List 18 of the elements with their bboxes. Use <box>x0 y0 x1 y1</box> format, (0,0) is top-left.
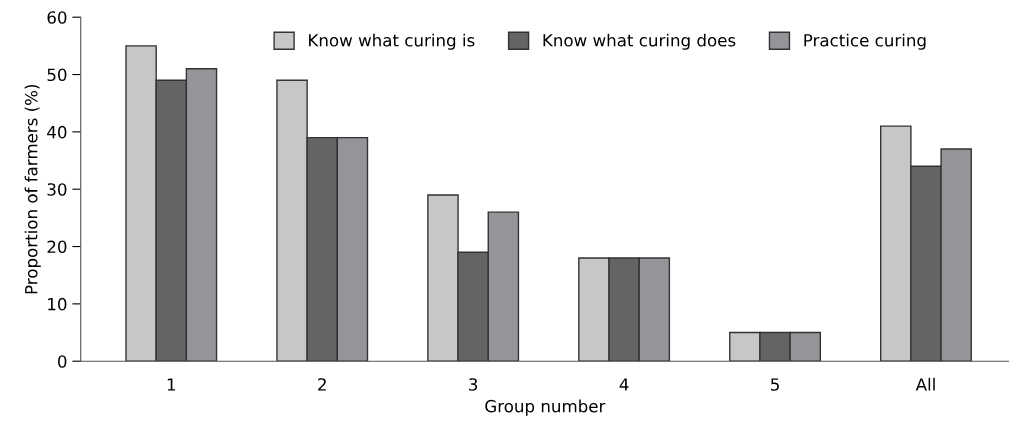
x-tick-label: 2 <box>318 378 326 391</box>
legend-label: Practice curing <box>804 33 926 50</box>
y-tick-label: 30 <box>47 183 67 196</box>
legend-label: Know what curing does <box>543 33 736 50</box>
y-tick-label: 40 <box>47 125 67 139</box>
y-tick-label: 60 <box>47 11 67 24</box>
x-tick-label: 5 <box>771 378 779 391</box>
y-tick-label: 10 <box>48 297 67 311</box>
x-tick-label: 3 <box>469 378 478 391</box>
x-tick-label: 1 <box>167 378 176 391</box>
x-axis-title: Group number <box>485 399 606 416</box>
x-tick-label: 4 <box>619 378 629 391</box>
legend-label: Know what curing is <box>309 33 475 50</box>
y-axis-title: Proportion of farmers (%) <box>24 84 41 294</box>
x-tick-label: All <box>915 377 935 391</box>
y-tick-label: 50 <box>47 68 67 82</box>
y-tick-label: 20 <box>47 240 67 254</box>
y-tick-label: 0 <box>58 355 67 368</box>
